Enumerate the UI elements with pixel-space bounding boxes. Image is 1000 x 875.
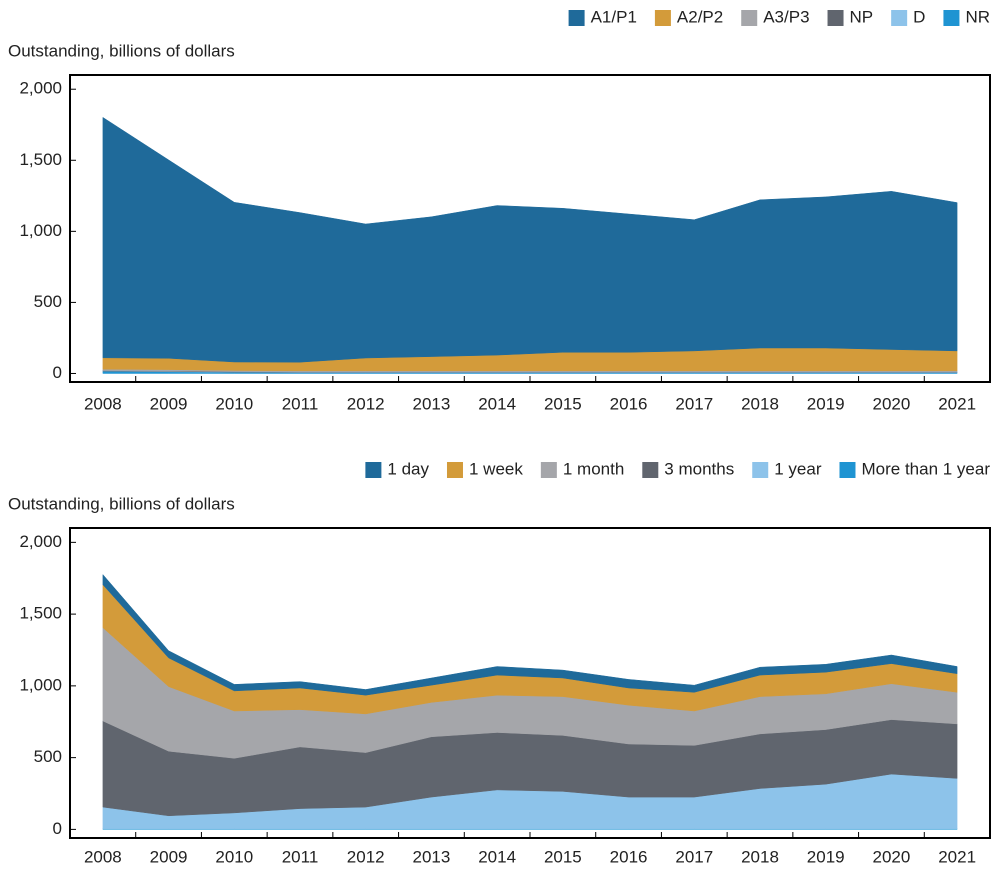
y-tick-label: 1,000 [19, 675, 62, 694]
x-tick-label: 2016 [610, 847, 648, 866]
y-axis-label: Outstanding, billions of dollars [8, 41, 235, 60]
area [102, 573, 958, 696]
x-tick-label: 2010 [215, 394, 253, 413]
area [102, 116, 958, 363]
x-tick-label: 2013 [413, 394, 451, 413]
y-tick-label: 500 [34, 747, 62, 766]
y-tick-label: 1,000 [19, 221, 62, 240]
legend-label: A2/P2 [677, 7, 723, 26]
x-tick-label: 2008 [84, 394, 122, 413]
legend-swatch [943, 10, 960, 26]
x-tick-label: 2020 [873, 394, 911, 413]
x-tick-label: 2009 [150, 394, 188, 413]
x-tick-label: 2012 [347, 847, 385, 866]
legend-label: 1 year [774, 459, 822, 478]
legend-swatch [839, 462, 856, 478]
x-tick-label: 2017 [675, 394, 713, 413]
x-tick-label: 2018 [741, 847, 779, 866]
x-tick-label: 2009 [150, 847, 188, 866]
x-tick-label: 2016 [610, 394, 648, 413]
x-tick-label: 2017 [675, 847, 713, 866]
x-tick-label: 2015 [544, 394, 582, 413]
x-tick-label: 2021 [938, 847, 976, 866]
y-tick-label: 2,000 [19, 79, 62, 98]
y-tick-label: 0 [53, 819, 62, 838]
legend-swatch [446, 462, 463, 478]
x-tick-label: 2020 [873, 847, 911, 866]
x-tick-label: 2021 [938, 394, 976, 413]
legend-swatch [642, 462, 659, 478]
legend-swatch [752, 462, 769, 478]
x-tick-label: 2014 [478, 394, 516, 413]
x-tick-label: 2011 [282, 394, 319, 413]
x-tick-label: 2014 [478, 847, 516, 866]
y-tick-label: 2,000 [19, 532, 62, 551]
legend-label: NP [850, 7, 874, 26]
legend-swatch [827, 10, 844, 26]
x-tick-label: 2015 [544, 847, 582, 866]
legend-swatch [741, 10, 758, 26]
x-tick-label: 2013 [413, 847, 451, 866]
legend-label: 1 week [469, 459, 523, 478]
legend-swatch [654, 10, 671, 26]
legend-swatch [568, 10, 585, 26]
x-tick-label: 2008 [84, 847, 122, 866]
legend-label: D [913, 7, 925, 26]
y-tick-label: 1,500 [19, 604, 62, 623]
x-tick-label: 2018 [741, 394, 779, 413]
x-tick-label: 2012 [347, 394, 385, 413]
legend-swatch [891, 10, 908, 26]
legend-label: 1 day [387, 459, 429, 478]
x-tick-label: 2010 [215, 847, 253, 866]
y-tick-label: 0 [53, 363, 62, 382]
x-tick-label: 2011 [282, 847, 319, 866]
legend-label: 3 months [664, 459, 734, 478]
legend-label: A3/P3 [763, 7, 809, 26]
y-tick-label: 500 [34, 292, 62, 311]
y-axis-label: Outstanding, billions of dollars [8, 494, 235, 513]
x-tick-label: 2019 [807, 394, 845, 413]
legend-label: More than 1 year [861, 459, 990, 478]
legend-label: A1/P1 [591, 7, 637, 26]
y-tick-label: 1,500 [19, 150, 62, 169]
legend-label: NR [965, 7, 990, 26]
legend-swatch [365, 462, 382, 478]
legend-label: 1 month [563, 459, 624, 478]
x-tick-label: 2019 [807, 847, 845, 866]
legend-swatch [540, 462, 557, 478]
